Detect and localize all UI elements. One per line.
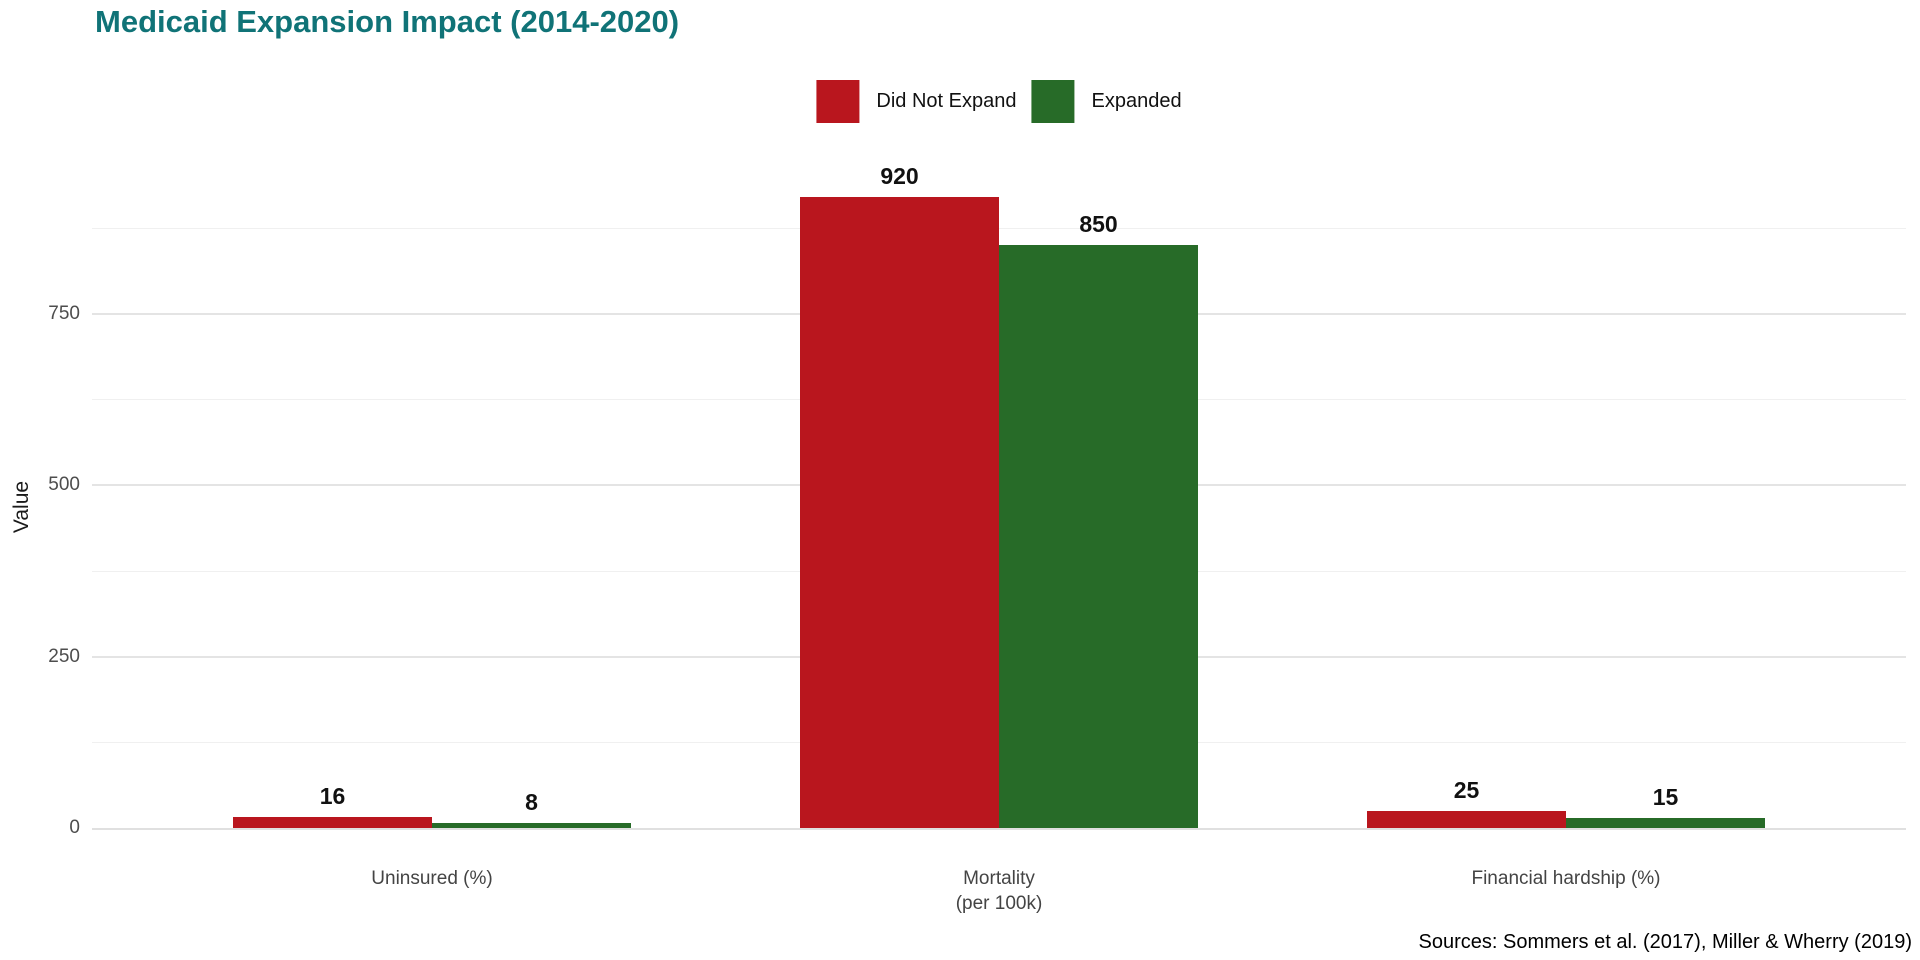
bar-value-did-not-expand-uninsured-: 16	[319, 783, 346, 809]
x-category-label-financial-hardship-: Financial hardship (%)	[1471, 868, 1661, 889]
minor-gridline-875	[92, 227, 1906, 229]
y-tick-label-0: 0	[69, 817, 80, 838]
bar-did-not-expand-mortality-per-100k-	[800, 196, 999, 828]
x-category-label-uninsured-: Uninsured (%)	[371, 868, 493, 889]
y-tick-label-750: 750	[48, 302, 80, 324]
legend-item-expanded: Expanded	[1031, 80, 1182, 123]
bar-expanded-mortality-per-100k-	[999, 244, 1198, 828]
legend-label-expanded: Expanded	[1091, 90, 1182, 112]
y-axis-title: Value	[10, 480, 33, 534]
bar-value-did-not-expand-mortality-per-100k-: 920	[880, 162, 919, 189]
legend-item-did-not-expand: Did Not Expand	[816, 80, 1017, 123]
bar-value-expanded-financial-hardship-: 15	[1652, 783, 1679, 810]
bar-expanded-financial-hardship-	[1566, 817, 1765, 828]
x-category-label-mortality-per-100k-: Mortality (per 100k)	[955, 868, 1043, 914]
source-note: Sources: Sommers et al. (2017), Miller &…	[1418, 931, 1913, 953]
bar-did-not-expand-uninsured-	[233, 817, 432, 828]
chart-title: Medicaid Expansion Impact (2014-2020)	[95, 4, 680, 39]
bar-expanded-uninsured-	[432, 822, 631, 828]
bar-value-expanded-uninsured-: 8	[525, 788, 538, 815]
legend-swatch-expanded	[1031, 80, 1075, 123]
bar-did-not-expand-financial-hardship-	[1367, 810, 1566, 829]
bar-value-expanded-mortality-per-100k-: 850	[1079, 210, 1118, 237]
bar-value-did-not-expand-financial-hardship-: 25	[1453, 776, 1480, 803]
y-tick-label-250: 250	[48, 645, 80, 667]
legend-label-did-not-expand: Did Not Expand	[876, 90, 1017, 112]
legend: Did Not Expand Expanded	[816, 80, 1182, 123]
legend-swatch-did-not-expand	[816, 80, 860, 123]
gridline-0	[92, 828, 1906, 830]
y-tick-label-500: 500	[48, 474, 80, 495]
